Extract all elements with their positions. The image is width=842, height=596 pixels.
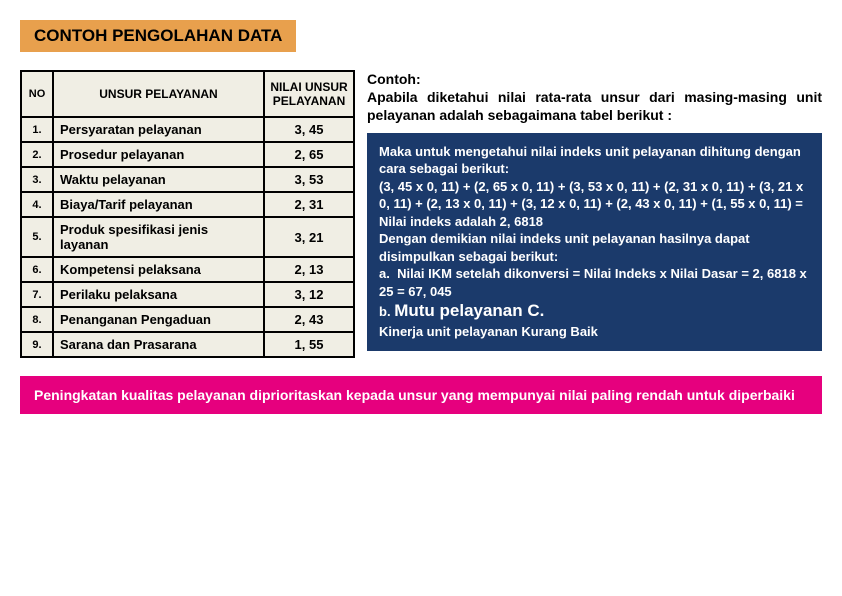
cell-no: 4. — [21, 192, 53, 217]
calc-intro: Maka untuk mengetahui nilai indeks unit … — [379, 143, 810, 178]
point-b-big: Mutu pelayanan C. — [394, 301, 544, 320]
header-name: UNSUR PELAYANAN — [53, 71, 264, 117]
table-row: 4.Biaya/Tarif pelayanan2, 31 — [21, 192, 354, 217]
table-row: 5.Produk spesifikasi jenis layanan3, 21 — [21, 217, 354, 257]
table-row: 2.Prosedur pelayanan2, 65 — [21, 142, 354, 167]
cell-name: Waktu pelayanan — [53, 167, 264, 192]
table-row: 3.Waktu pelayanan3, 53 — [21, 167, 354, 192]
table-row: 8.Penanganan Pengaduan2, 43 — [21, 307, 354, 332]
content-row: NO UNSUR PELAYANAN NILAI UNSUR PELAYANAN… — [20, 70, 822, 358]
data-table: NO UNSUR PELAYANAN NILAI UNSUR PELAYANAN… — [20, 70, 355, 358]
contoh-block: Contoh: Apabila diketahui nilai rata-rat… — [367, 70, 822, 125]
footer-box: Peningkatan kualitas pelayanan dipriorit… — [20, 376, 822, 414]
cell-no: 9. — [21, 332, 53, 357]
cell-val: 2, 43 — [264, 307, 354, 332]
contoh-label: Contoh: — [367, 71, 421, 87]
calc-formula: (3, 45 x 0, 11) + (2, 65 x 0, 11) + (3, … — [379, 178, 810, 231]
calc-kinerja: Kinerja unit pelayanan Kurang Baik — [379, 323, 810, 341]
cell-name: Persyaratan pelayanan — [53, 117, 264, 142]
table-row: 7.Perilaku pelaksana3, 12 — [21, 282, 354, 307]
cell-name: Produk spesifikasi jenis layanan — [53, 217, 264, 257]
calc-result: Dengan demikian nilai indeks unit pelaya… — [379, 230, 810, 265]
cell-no: 5. — [21, 217, 53, 257]
calc-point-a: a. Nilai IKM setelah dikonversi = Nilai … — [379, 265, 810, 300]
header-val: NILAI UNSUR PELAYANAN — [264, 71, 354, 117]
cell-name: Penanganan Pengaduan — [53, 307, 264, 332]
cell-val: 2, 65 — [264, 142, 354, 167]
cell-name: Perilaku pelaksana — [53, 282, 264, 307]
cell-no: 1. — [21, 117, 53, 142]
cell-no: 2. — [21, 142, 53, 167]
table-row: 9.Sarana dan Prasarana1, 55 — [21, 332, 354, 357]
calc-point-b: b. Mutu pelayanan C. — [379, 300, 810, 323]
table-row: 6.Kompetensi pelaksana2, 13 — [21, 257, 354, 282]
cell-val: 3, 45 — [264, 117, 354, 142]
cell-val: 3, 12 — [264, 282, 354, 307]
page-title: CONTOH PENGOLAHAN DATA — [20, 20, 296, 52]
cell-no: 7. — [21, 282, 53, 307]
contoh-text: Apabila diketahui nilai rata-rata unsur … — [367, 89, 822, 123]
cell-val: 3, 53 — [264, 167, 354, 192]
cell-val: 1, 55 — [264, 332, 354, 357]
cell-name: Sarana dan Prasarana — [53, 332, 264, 357]
cell-val: 2, 13 — [264, 257, 354, 282]
cell-name: Prosedur pelayanan — [53, 142, 264, 167]
cell-no: 3. — [21, 167, 53, 192]
explanation-column: Contoh: Apabila diketahui nilai rata-rat… — [367, 70, 822, 358]
table-header-row: NO UNSUR PELAYANAN NILAI UNSUR PELAYANAN — [21, 71, 354, 117]
cell-no: 8. — [21, 307, 53, 332]
cell-val: 2, 31 — [264, 192, 354, 217]
cell-no: 6. — [21, 257, 53, 282]
cell-name: Kompetensi pelaksana — [53, 257, 264, 282]
calculation-box: Maka untuk mengetahui nilai indeks unit … — [367, 133, 822, 351]
cell-name: Biaya/Tarif pelayanan — [53, 192, 264, 217]
cell-val: 3, 21 — [264, 217, 354, 257]
point-b-prefix: b. — [379, 304, 391, 319]
header-no: NO — [21, 71, 53, 117]
table-row: 1.Persyaratan pelayanan3, 45 — [21, 117, 354, 142]
table-wrapper: NO UNSUR PELAYANAN NILAI UNSUR PELAYANAN… — [20, 70, 355, 358]
